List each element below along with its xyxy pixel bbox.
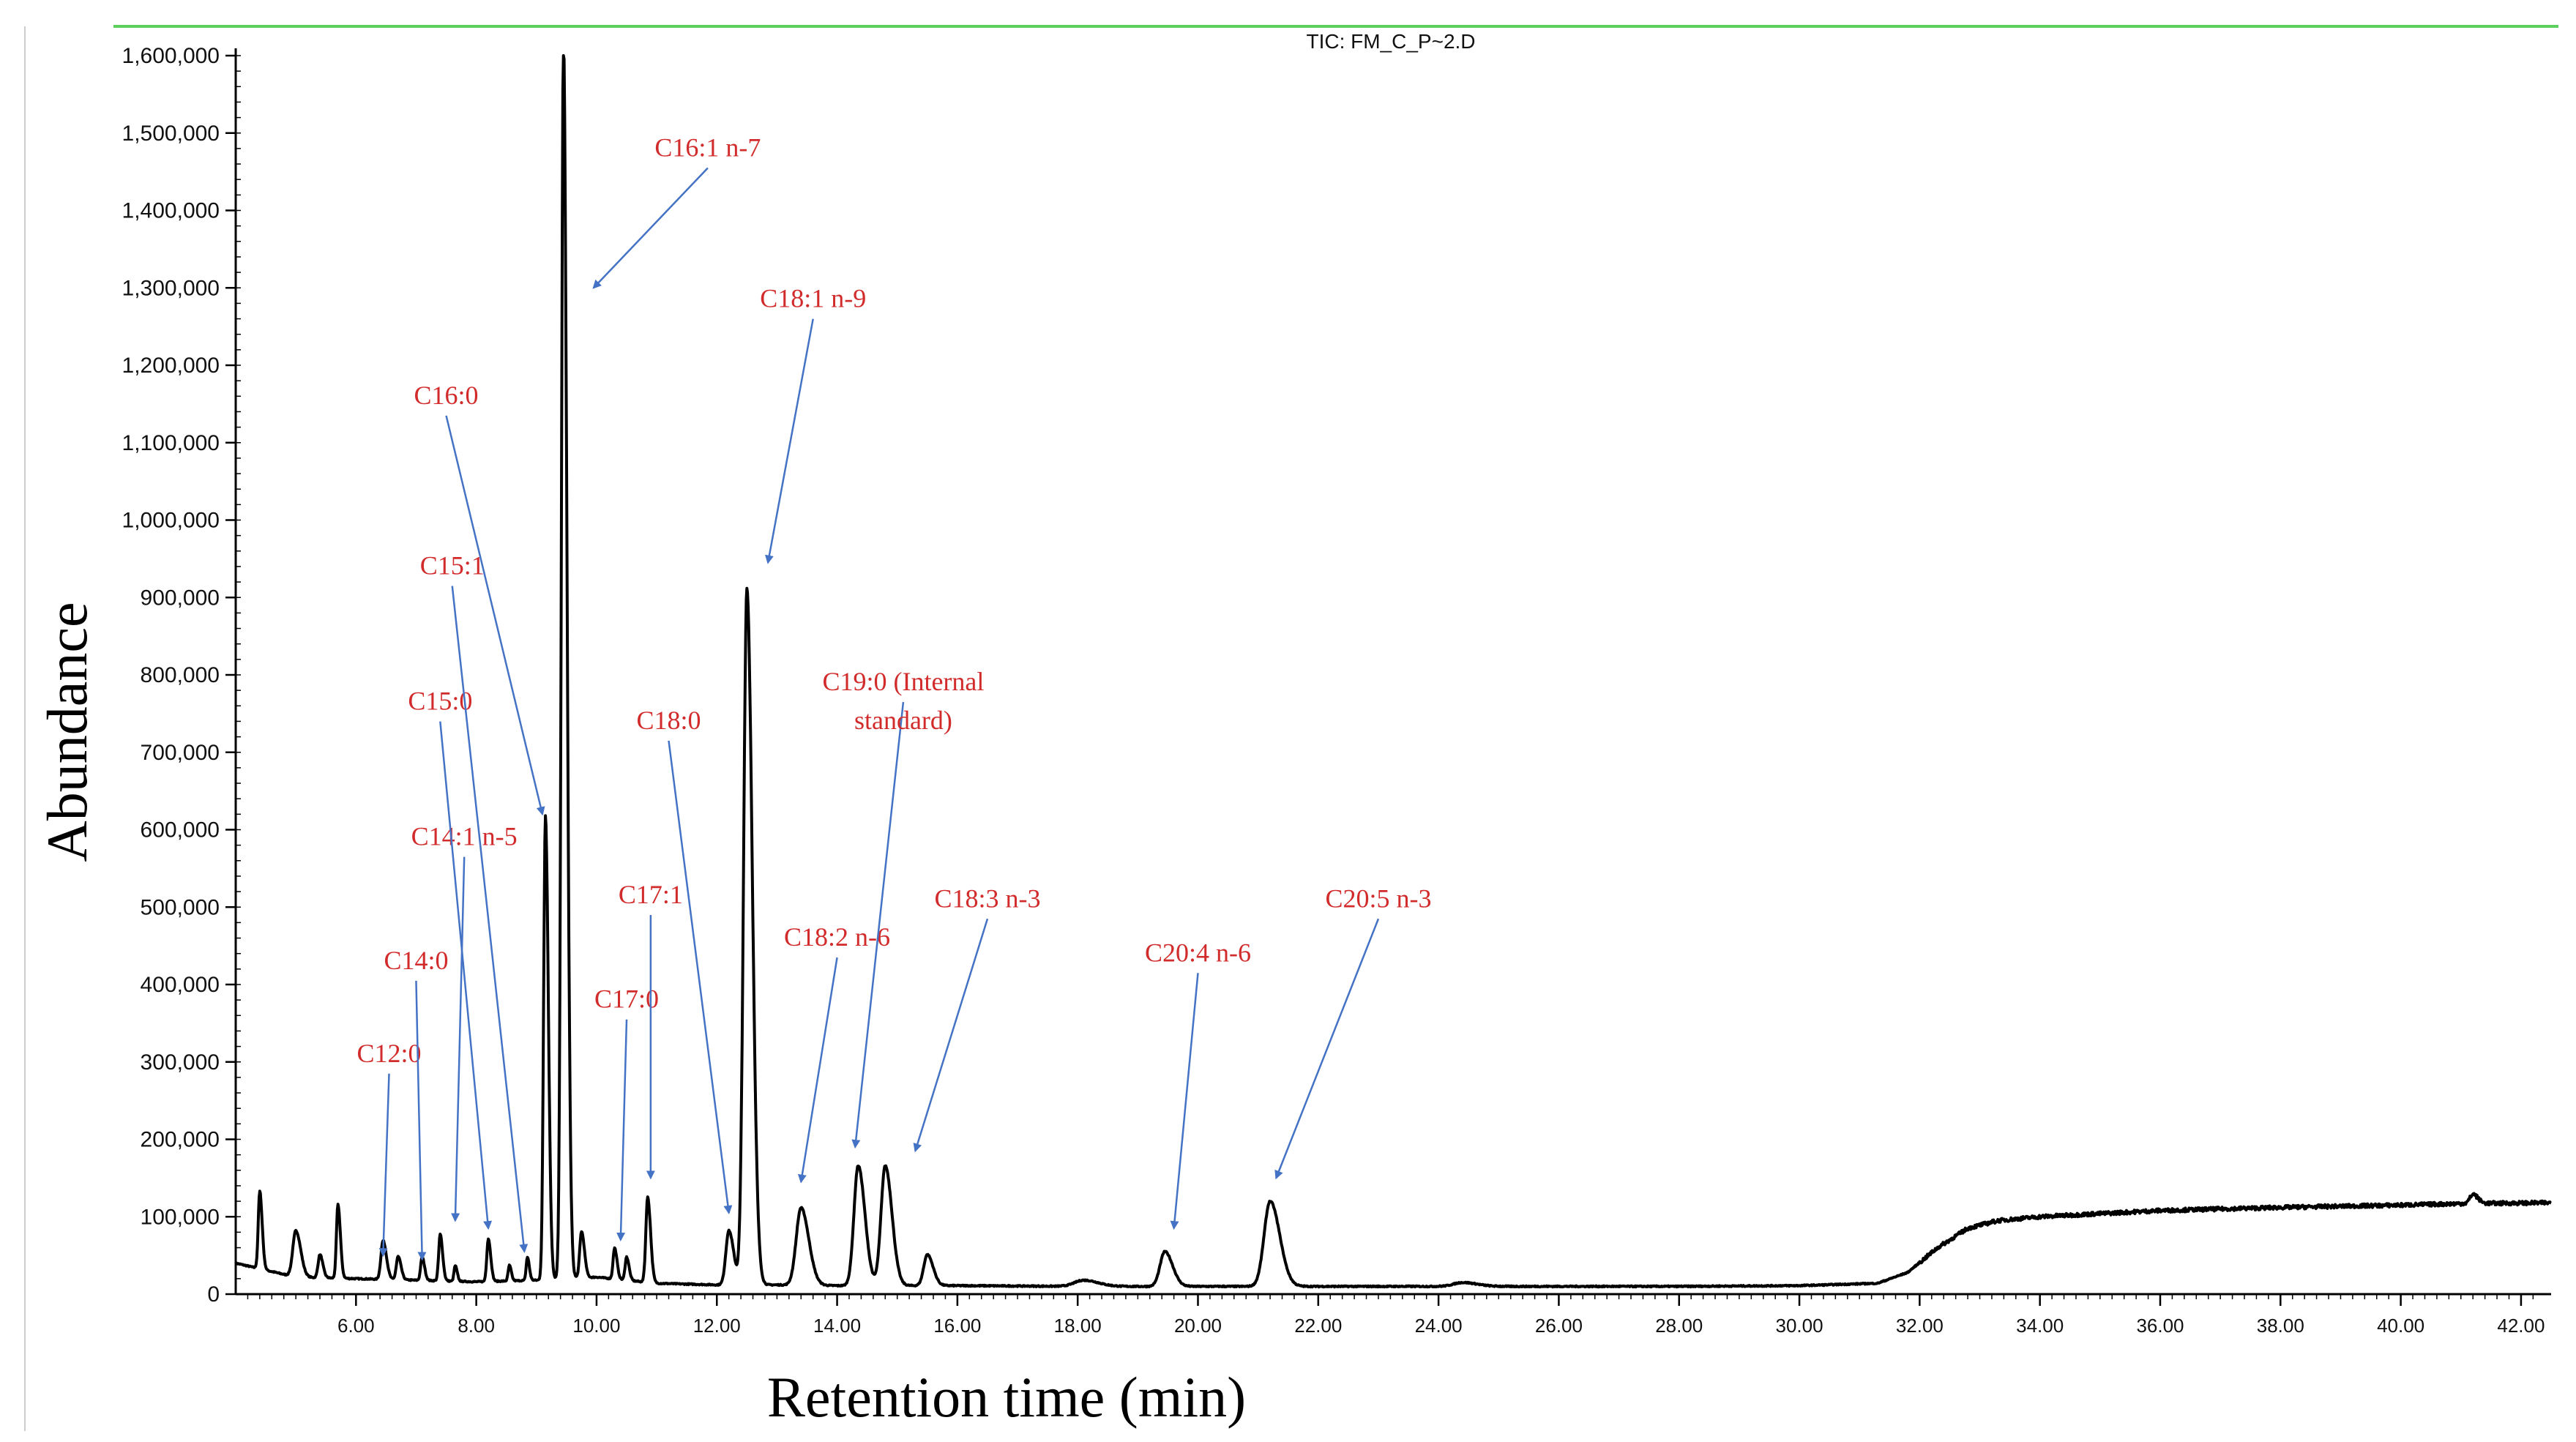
y-tick-label: 0 <box>207 1282 220 1307</box>
peak-label: C14:0 <box>384 946 448 975</box>
x-tick-label: 42.00 <box>2497 1315 2545 1337</box>
peak-label: C16:0 <box>414 381 479 410</box>
peak-label: C12:0 <box>356 1039 421 1068</box>
y-tick-label: 600,000 <box>141 818 220 843</box>
peak-label: C18:3 n-3 <box>934 883 1040 913</box>
peak-label: standard) <box>854 706 952 735</box>
peak-label: C18:2 n-6 <box>784 922 890 952</box>
peak-label: C16:1 n-7 <box>654 132 761 162</box>
peak-label: C20:5 n-3 <box>1325 883 1431 913</box>
peak-arrow <box>415 980 427 1261</box>
peak-arrow <box>592 167 709 289</box>
peak-label: C20:4 n-6 <box>1145 938 1251 967</box>
x-tick-label: 10.00 <box>572 1315 620 1337</box>
x-tick-label: 8.00 <box>458 1315 495 1337</box>
x-tick-label: 22.00 <box>1294 1315 1342 1337</box>
x-tick-label: 24.00 <box>1415 1315 1463 1337</box>
y-axis-label: Abundance <box>35 602 99 862</box>
x-tick-label: 30.00 <box>1776 1315 1823 1337</box>
peak-label: C15:0 <box>408 687 472 716</box>
peak-arrow <box>451 586 529 1253</box>
x-tick-label: 14.00 <box>813 1315 861 1337</box>
peak-arrow <box>445 415 545 816</box>
peak-label: C19:0 (Internal <box>822 667 984 696</box>
peak-arrow <box>851 702 905 1149</box>
y-tick-label: 1,300,000 <box>122 276 220 300</box>
peak-label: C18:1 n-9 <box>760 284 866 313</box>
y-tick-label: 900,000 <box>141 586 220 610</box>
y-tick-label: 1,200,000 <box>122 354 220 378</box>
peak-label: C17:0 <box>594 985 659 1014</box>
y-ticks: 0 100,000 200,000 300,000 400,000 500,000 600,… <box>122 44 236 1307</box>
peak-arrow <box>764 318 814 564</box>
peak-label: C17:1 <box>619 880 683 909</box>
x-tick-label: 6.00 <box>337 1315 375 1337</box>
peak-label: C15:1 <box>420 551 485 580</box>
peak-arrow <box>616 1019 628 1241</box>
y-tick-label: 400,000 <box>141 973 220 997</box>
chart-title: TIC: FM_C_P~2.D <box>1306 30 1475 53</box>
x-tick-label: 20.00 <box>1174 1315 1222 1337</box>
x-ticks: 6.00 8.00 10.00 12.00 14.00 16.00 18.00 20.00 22… <box>337 1294 2545 1337</box>
x-tick-label: 34.00 <box>2016 1315 2064 1337</box>
y-tick-label: 800,000 <box>141 663 220 687</box>
x-tick-label: 36.00 <box>2136 1315 2184 1337</box>
x-tick-label: 16.00 <box>933 1315 981 1337</box>
x-tick-label: 28.00 <box>1655 1315 1703 1337</box>
x-axis-label: Retention time (min) <box>767 1365 1246 1429</box>
y-tick-label: 200,000 <box>141 1128 220 1152</box>
peak-arrow <box>668 740 733 1214</box>
peak-arrow <box>451 856 466 1222</box>
peak-annotations: C12:0 C14:0 C14:1 n-5 C15:0 C15:1 C16:0 C16:1 … <box>356 132 1431 1261</box>
peak-arrow <box>378 1073 390 1258</box>
y-tick-label: 100,000 <box>141 1205 220 1229</box>
peak-arrow <box>439 721 493 1230</box>
y-tick-label: 500,000 <box>141 895 220 919</box>
x-tick-label: 40.00 <box>2377 1315 2424 1337</box>
peak-label: C14:1 n-5 <box>411 822 518 851</box>
x-tick-label: 32.00 <box>1896 1315 1944 1337</box>
axes <box>234 48 2551 1299</box>
y-tick-label: 300,000 <box>141 1050 220 1075</box>
y-tick-label: 1,500,000 <box>122 122 220 146</box>
y-tick-label: 700,000 <box>141 741 220 765</box>
peak-arrow <box>1170 973 1199 1230</box>
y-tick-label: 1,400,000 <box>122 199 220 223</box>
y-tick-label: 1,600,000 <box>122 44 220 68</box>
y-tick-label: 1,000,000 <box>122 509 220 533</box>
peak-arrow <box>1274 918 1380 1180</box>
peak-arrow <box>913 918 989 1153</box>
peak-label: C18:0 <box>637 706 701 735</box>
tic-trace <box>234 54 2553 1289</box>
x-tick-label: 18.00 <box>1054 1315 1102 1337</box>
x-tick-label: 12.00 <box>693 1315 741 1337</box>
x-tick-label: 26.00 <box>1535 1315 1583 1337</box>
x-tick-label: 38.00 <box>2257 1315 2304 1337</box>
y-tick-label: 1,100,000 <box>122 431 220 455</box>
peak-arrow <box>797 957 838 1184</box>
